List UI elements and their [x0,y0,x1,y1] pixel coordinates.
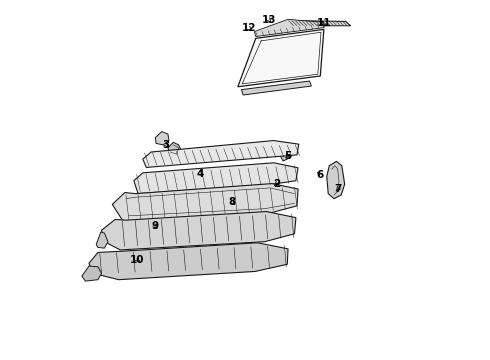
Text: 6: 6 [317,170,324,180]
Text: 10: 10 [130,255,145,265]
Text: 5: 5 [284,150,292,161]
Polygon shape [242,81,311,95]
Polygon shape [96,232,108,248]
Polygon shape [101,212,296,250]
Polygon shape [288,21,351,26]
Polygon shape [82,266,101,281]
Polygon shape [143,140,299,167]
Polygon shape [270,180,279,188]
Polygon shape [112,184,298,222]
Polygon shape [168,142,181,156]
Text: 12: 12 [242,23,256,33]
Text: 7: 7 [335,184,342,194]
Text: 2: 2 [273,179,280,189]
Text: 9: 9 [151,221,158,231]
Text: 4: 4 [196,168,204,179]
Polygon shape [134,163,298,194]
Text: 8: 8 [229,197,236,207]
Polygon shape [327,161,344,199]
Polygon shape [238,30,324,87]
Text: 11: 11 [317,18,331,28]
Polygon shape [254,19,324,37]
Polygon shape [89,243,288,280]
Text: 3: 3 [163,140,170,150]
Text: 13: 13 [262,15,276,25]
Polygon shape [155,132,169,145]
Polygon shape [280,153,290,161]
